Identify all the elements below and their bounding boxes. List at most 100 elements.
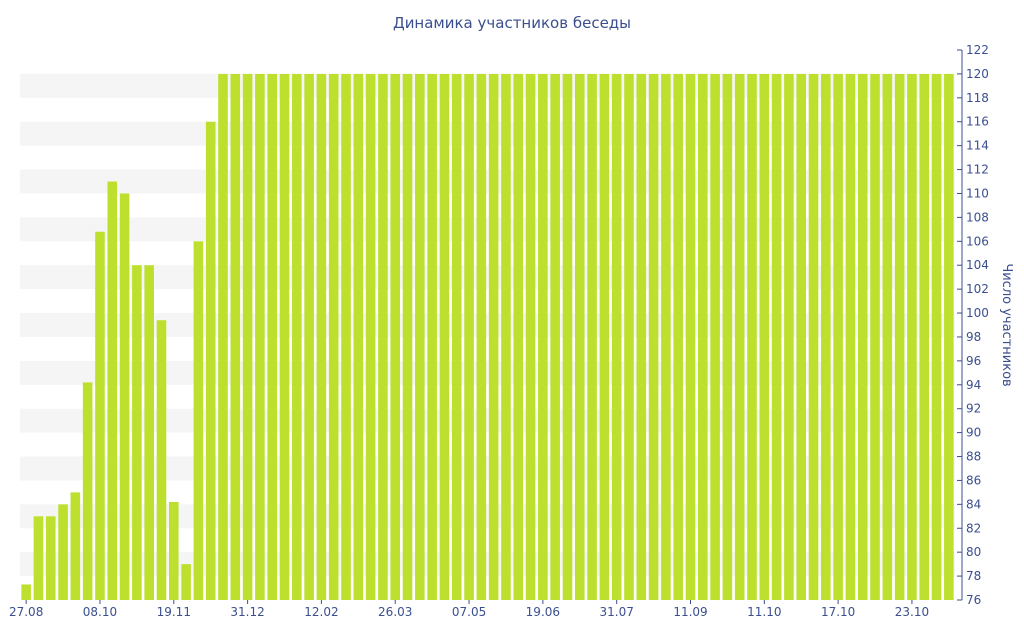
bar [242, 73, 253, 601]
y-tick-label: 92 [966, 402, 981, 416]
y-tick-label: 102 [966, 282, 989, 296]
bar [648, 73, 659, 601]
x-tick-label: 19.11 [157, 605, 191, 619]
y-tick-label: 120 [966, 67, 989, 81]
bar [439, 73, 450, 601]
bar [513, 73, 524, 601]
bar [784, 73, 794, 601]
bar [907, 73, 917, 601]
bar [292, 73, 302, 601]
x-tick-label: 26.03 [378, 605, 412, 619]
y-tick-label: 122 [966, 43, 989, 57]
y-tick-label: 112 [966, 163, 989, 177]
bar [587, 73, 597, 601]
bar [636, 73, 647, 601]
bar [599, 73, 610, 601]
bar [181, 564, 191, 600]
bar [119, 193, 130, 600]
bar [365, 73, 376, 601]
grid-band [20, 121, 955, 146]
bar [255, 73, 265, 601]
x-tick-label: 07.05 [452, 605, 486, 619]
bar [759, 73, 770, 601]
bar [611, 73, 622, 601]
bar [144, 265, 154, 600]
bar [722, 73, 733, 601]
grid-band [20, 456, 955, 481]
bar [796, 73, 807, 601]
bar [328, 73, 339, 601]
x-ticks: 27.08 08.10 19.11 31.12 12.02 26.03 07.05 19.06… [9, 600, 929, 619]
bar [95, 231, 105, 600]
bar [82, 382, 93, 600]
y-ticks: 76 78 80 82 84 86 88 90 92 94 96 98 100 102 104 106 108 1… [957, 43, 989, 607]
grid-band [20, 73, 955, 98]
x-tick-label: 27.08 [9, 605, 43, 619]
bar [415, 73, 425, 601]
x-tick-label: 31.12 [230, 605, 264, 619]
x-tick-label: 08.10 [83, 605, 117, 619]
grid-band [20, 265, 955, 290]
bar [919, 73, 930, 601]
bar [661, 73, 671, 601]
y-tick-label: 106 [966, 234, 989, 248]
bar [710, 73, 720, 601]
bar [267, 73, 278, 601]
bar [341, 73, 351, 601]
bar [45, 516, 56, 600]
y-tick-label: 90 [966, 426, 981, 440]
x-tick-label: 31.07 [599, 605, 633, 619]
y-tick-label: 110 [966, 186, 989, 200]
y-tick-label: 76 [966, 593, 981, 607]
y-tick-label: 98 [966, 330, 981, 344]
y-tick-label: 116 [966, 115, 989, 129]
grid-band [20, 504, 955, 529]
bar [427, 73, 437, 601]
bar [833, 73, 843, 601]
bar [550, 73, 560, 601]
y-tick-label: 104 [966, 258, 989, 272]
y-tick-label: 100 [966, 306, 989, 320]
bar [870, 73, 880, 601]
bar [882, 73, 893, 601]
bar [845, 73, 856, 601]
bar [218, 73, 228, 601]
x-tick-label: 19.06 [526, 605, 560, 619]
bar [624, 73, 634, 601]
x-tick-label: 12.02 [304, 605, 338, 619]
bar [279, 73, 290, 601]
bar [304, 73, 314, 601]
bar [821, 73, 831, 601]
bar [857, 73, 868, 601]
bar [734, 73, 745, 601]
bar [747, 73, 757, 601]
grid-band [20, 217, 955, 242]
grid-band [20, 360, 955, 385]
bar [353, 73, 364, 601]
x-tick-label: 11.09 [673, 605, 707, 619]
grid-band [20, 313, 955, 337]
grid-band [20, 169, 955, 194]
bar [685, 73, 696, 601]
bar [501, 73, 511, 601]
bar [168, 501, 179, 600]
bar [58, 504, 68, 600]
y-tick-label: 96 [966, 354, 981, 368]
y-tick-label: 80 [966, 545, 981, 559]
bar [525, 73, 536, 601]
bar [230, 73, 241, 601]
bar [894, 73, 905, 601]
bar [538, 73, 548, 601]
grid-band [20, 552, 955, 577]
y-tick-label: 78 [966, 569, 981, 583]
bar [931, 73, 942, 601]
bar [132, 265, 142, 600]
grid-bands [20, 73, 955, 577]
y-axis-label: Число участников [999, 263, 1014, 386]
y-tick-label: 118 [966, 91, 989, 105]
bar [944, 73, 954, 601]
bar [476, 73, 487, 601]
bar [107, 181, 118, 601]
bars-group [21, 73, 954, 601]
